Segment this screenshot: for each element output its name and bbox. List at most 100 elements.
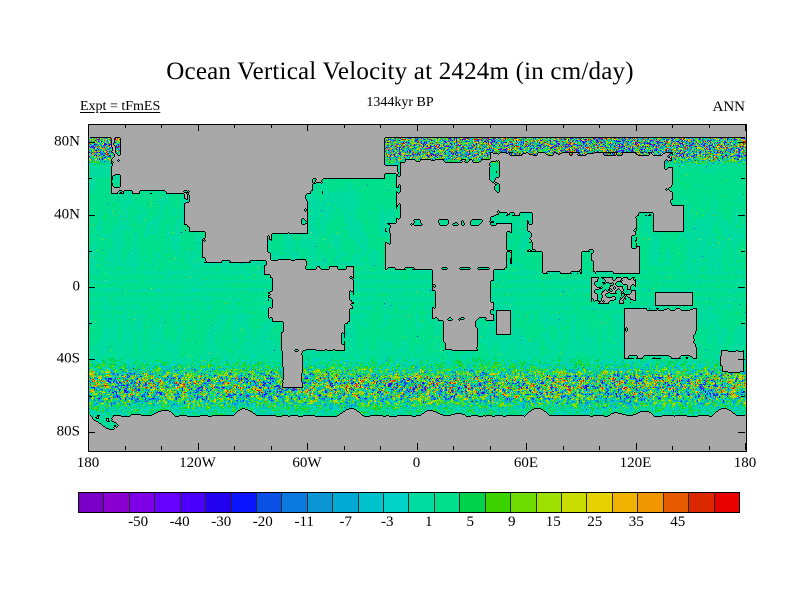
y-tick (738, 142, 745, 143)
x-tick (453, 446, 454, 450)
experiment-label: Expt = tFmES (80, 99, 161, 114)
period-label: 1344kyr BP (366, 95, 434, 110)
y-tick (738, 287, 745, 288)
colorbar-cell-16 (485, 493, 512, 512)
x-tick (161, 446, 162, 450)
colorbar-cell-6 (231, 493, 257, 512)
season-label: ANN (712, 99, 746, 115)
velocity-field-heatmap (89, 125, 746, 451)
y-axis-label-0: 80N (54, 133, 80, 150)
x-tick (745, 124, 746, 131)
colorbar-cell-21 (612, 493, 639, 512)
y-axis-label-3: 40S (56, 350, 80, 367)
colorbar-label-2: -30 (211, 514, 232, 530)
x-axis-label-5: 120E (619, 455, 652, 471)
y-tick (741, 396, 745, 397)
x-tick (307, 124, 308, 131)
y-tick (88, 142, 95, 143)
y-tick (741, 178, 745, 179)
y-tick (738, 215, 745, 216)
x-tick (271, 124, 272, 128)
colorbar-cell-0 (79, 493, 105, 512)
x-tick (234, 124, 235, 128)
colorbar-label-10: 15 (545, 514, 561, 530)
x-tick (709, 124, 710, 128)
colorbar-label-9: 9 (508, 514, 516, 530)
colorbar-cell-15 (460, 493, 486, 512)
y-tick (88, 251, 92, 252)
x-tick (380, 446, 381, 450)
y-tick (88, 178, 92, 179)
x-tick (198, 124, 199, 131)
x-tick (380, 124, 381, 128)
x-tick (636, 124, 637, 131)
y-tick (88, 215, 95, 216)
colorbar-cell-4 (180, 493, 207, 512)
colorbar-label-12: 35 (628, 514, 644, 530)
y-tick (88, 287, 95, 288)
colorbar-label-11: 25 (587, 514, 603, 530)
y-tick (738, 432, 745, 433)
y-axis-label-4: 80S (56, 423, 80, 440)
x-axis-label-2: 60W (292, 455, 322, 471)
x-tick (307, 443, 308, 450)
y-tick (88, 359, 95, 360)
x-tick (417, 124, 418, 131)
colorbar-cell-18 (536, 493, 563, 512)
colorbar-label-13: 45 (670, 514, 686, 530)
x-axis-label-6: 180 (733, 455, 757, 471)
colorbar-label-5: -7 (339, 514, 352, 530)
y-tick (741, 251, 745, 252)
x-tick (563, 124, 564, 128)
y-axis-label-2: 0 (72, 278, 81, 295)
x-tick (417, 443, 418, 450)
colorbar-cell-22 (638, 493, 664, 512)
page-title: Ocean Vertical Velocity at 2424m (in cm/… (166, 58, 634, 85)
colorbar-cell-11 (358, 493, 385, 512)
x-tick (526, 124, 527, 131)
y-tick (88, 432, 95, 433)
colorbar-label-1: -40 (169, 514, 190, 530)
y-axis-label-1: 40N (54, 206, 80, 223)
x-tick (709, 446, 710, 450)
colorbar-label-7: 1 (425, 514, 433, 530)
colorbar-cell-19 (562, 493, 588, 512)
colorbar-cell-8 (282, 493, 308, 512)
y-tick (88, 396, 92, 397)
x-tick (161, 124, 162, 128)
x-tick (672, 446, 673, 450)
colorbar-cell-2 (129, 493, 156, 512)
colorbar-label-3: -20 (252, 514, 273, 530)
y-tick (741, 323, 745, 324)
x-tick (672, 124, 673, 128)
colorbar-label-4: -11 (294, 514, 314, 530)
x-tick (745, 443, 746, 450)
colorbar-cell-14 (434, 493, 461, 512)
colorbar-cell-23 (663, 493, 690, 512)
x-axis-label-4: 60E (513, 455, 539, 471)
x-tick (234, 446, 235, 450)
y-tick (88, 323, 92, 324)
x-axis-label-1: 120W (179, 455, 216, 471)
x-axis-label-3: 0 (412, 455, 421, 471)
colorbar-cell-25 (714, 493, 739, 512)
colorbar-cell-3 (155, 493, 181, 512)
colorbar-cell-10 (333, 493, 359, 512)
colorbar (78, 492, 740, 513)
x-tick (599, 124, 600, 128)
colorbar-cell-20 (587, 493, 613, 512)
x-tick (271, 446, 272, 450)
x-tick (88, 443, 89, 450)
x-tick (599, 446, 600, 450)
x-tick (453, 124, 454, 128)
x-axis-label-0: 180 (76, 455, 100, 471)
x-tick (344, 124, 345, 128)
colorbar-label-8: 5 (466, 514, 475, 530)
x-tick (88, 124, 89, 131)
x-tick (563, 446, 564, 450)
map-plot-area (88, 124, 747, 452)
colorbar-label-6: -3 (380, 514, 394, 530)
colorbar-label-0: -50 (128, 514, 149, 530)
x-tick (526, 443, 527, 450)
colorbar-cell-12 (384, 493, 410, 512)
